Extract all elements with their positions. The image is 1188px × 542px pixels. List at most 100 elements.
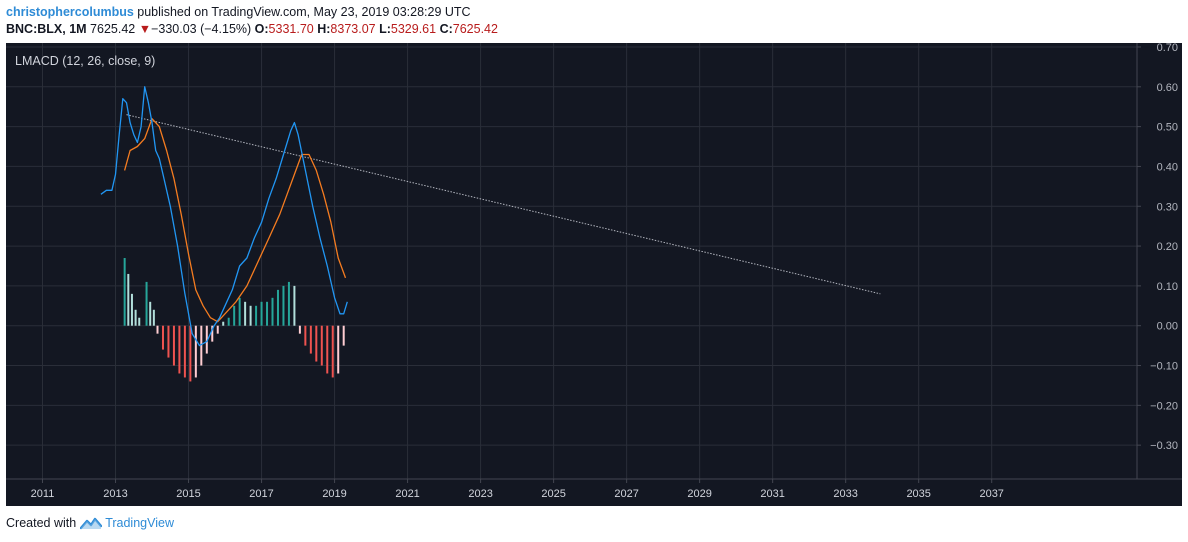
last-price: 7625.42 — [90, 22, 136, 36]
publish-header: christophercolumbus published on Trading… — [6, 4, 498, 38]
histogram-bar — [320, 325, 323, 366]
macd-line — [100, 86, 348, 347]
histogram-bar — [145, 281, 148, 326]
histogram-bar — [222, 321, 225, 326]
signal-line — [123, 118, 347, 323]
y-tick-label: 0.50 — [1157, 122, 1178, 134]
high-label: H: — [317, 22, 331, 36]
histogram-bar — [287, 281, 290, 326]
symbol-name: BNC:BLX, 1M — [6, 22, 87, 36]
close-value: 7625.42 — [452, 22, 498, 36]
histogram-bar — [309, 325, 312, 354]
histogram-bar — [249, 305, 252, 326]
y-tick-label: 0.00 — [1157, 321, 1178, 333]
symbol-line: BNC:BLX, 1M 7625.42 ▼−330.03 (−4.15%) O:… — [6, 21, 498, 38]
histogram-bar — [326, 325, 329, 374]
y-tick-label: 0.30 — [1157, 201, 1178, 213]
x-tick-label: 2019 — [322, 488, 346, 500]
high-value: 8373.07 — [330, 22, 376, 36]
tradingview-logo-icon — [80, 517, 103, 530]
histogram-bar — [266, 301, 269, 326]
histogram-bar — [342, 325, 345, 346]
histogram-bar — [189, 325, 192, 382]
histogram-bar — [127, 273, 130, 326]
histogram-bar — [194, 325, 197, 378]
histogram-bar — [211, 325, 214, 342]
y-tick-label: 0.60 — [1157, 82, 1178, 94]
y-tick-label: −0.30 — [1150, 440, 1178, 452]
histogram-bar — [304, 325, 307, 346]
histogram-bar — [183, 325, 186, 378]
histogram-bar — [315, 325, 318, 362]
x-tick-label: 2029 — [687, 488, 711, 500]
x-tick-label: 2017 — [249, 488, 273, 500]
histogram-bar — [233, 305, 236, 326]
histogram-bar — [331, 325, 334, 378]
y-tick-label: 0.40 — [1157, 161, 1178, 173]
lmacd-chart[interactable]: 0.70 0.60 0.50 0.40 0.30 0.20 0.10 0.00 −0.10 −0.… — [6, 43, 1182, 506]
histogram-bar — [276, 289, 279, 326]
histogram-bar — [130, 293, 133, 326]
histogram-bar — [282, 285, 285, 326]
histogram-bar — [227, 317, 230, 326]
price-scale[interactable]: 0.70 0.60 0.50 0.40 0.30 0.20 0.10 0.00 −0.10 −0.… — [1137, 43, 1178, 452]
histogram-bar — [271, 297, 274, 326]
trend-line — [126, 114, 881, 295]
x-tick-label: 2023 — [468, 488, 492, 500]
histogram-bar — [138, 317, 141, 326]
histogram-bar — [172, 325, 175, 366]
x-tick-label: 2027 — [614, 488, 638, 500]
y-tick-label: 0.70 — [1157, 43, 1178, 54]
histogram-bar — [337, 325, 340, 374]
low-value: 5329.61 — [390, 22, 437, 36]
x-tick-label: 2035 — [906, 488, 930, 500]
histogram-bar — [149, 301, 152, 326]
y-tick-label: 0.20 — [1157, 241, 1178, 253]
published-text: published on TradingView.com, May 23, 20… — [137, 5, 471, 19]
histogram-bar — [216, 325, 219, 334]
price-change: −330.03 (−4.15%) — [151, 22, 252, 36]
histogram-bar — [161, 325, 164, 350]
x-tick-label: 2011 — [31, 488, 55, 500]
x-tick-label: 2021 — [395, 488, 419, 500]
footer: Created with TradingView — [6, 516, 174, 530]
x-tick-label: 2033 — [833, 488, 857, 500]
close-label: C: — [439, 22, 453, 36]
histogram-bar — [200, 325, 203, 366]
x-tick-label: 2025 — [541, 488, 565, 500]
histogram-bar — [244, 301, 247, 326]
y-tick-label: −0.10 — [1150, 361, 1178, 373]
histogram-bar — [152, 309, 155, 326]
time-scale[interactable]: 2011 2013 2015 2017 2019 2021 2023 2025 2027 2029… — [31, 479, 1004, 500]
chart-grid — [6, 43, 1137, 479]
histogram-bar — [293, 285, 296, 326]
open-value: 5331.70 — [268, 22, 314, 36]
y-tick-label: 0.10 — [1157, 281, 1178, 293]
open-label: O: — [254, 22, 269, 36]
y-tick-label: −0.20 — [1150, 400, 1178, 412]
histogram-bar — [178, 325, 181, 374]
indicator-title[interactable]: LMACD (12, 26, close, 9) — [15, 54, 155, 68]
low-label: L: — [379, 22, 391, 36]
histogram-bar — [205, 325, 208, 354]
histogram-bar — [255, 305, 258, 326]
tradingview-link[interactable]: TradingView — [105, 516, 174, 530]
down-arrow-icon: ▼ — [138, 22, 152, 36]
histogram-bar — [123, 258, 126, 326]
histogram-bar — [134, 309, 137, 326]
author-link[interactable]: christophercolumbus — [6, 5, 134, 19]
histogram-bar — [156, 325, 159, 334]
histogram-bar — [298, 325, 301, 334]
histogram-bar — [167, 325, 170, 358]
created-with-text: Created with — [6, 516, 77, 530]
x-tick-label: 2037 — [979, 488, 1003, 500]
histogram — [123, 258, 345, 382]
indicator-lines — [100, 86, 881, 347]
x-tick-label: 2013 — [103, 488, 127, 500]
histogram-bar — [260, 301, 263, 326]
publish-line: christophercolumbus published on Trading… — [6, 4, 498, 21]
x-tick-label: 2031 — [760, 488, 784, 500]
chart-background — [6, 43, 1182, 506]
histogram-bar — [238, 297, 241, 326]
x-tick-label: 2015 — [176, 488, 200, 500]
